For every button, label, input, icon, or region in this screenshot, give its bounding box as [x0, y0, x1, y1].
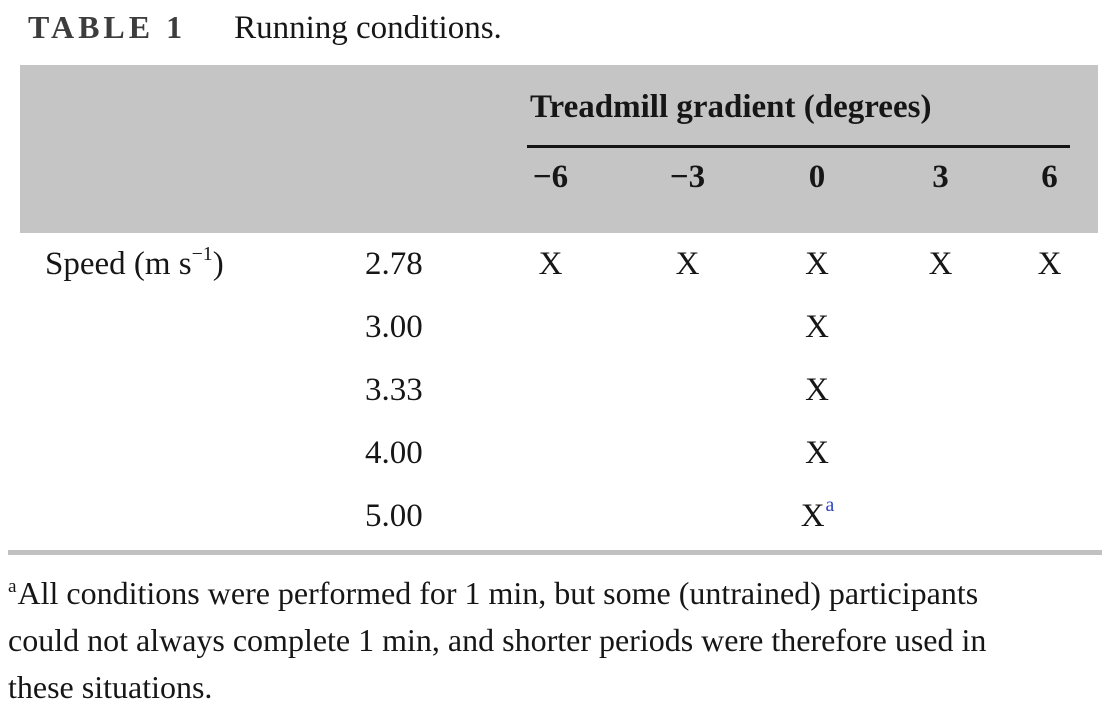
table-number-label: TABLE 1 — [28, 9, 187, 45]
table-row: 4.00 X — [20, 422, 1098, 485]
group-header-label: Treadmill gradient (degrees) — [530, 89, 932, 125]
table-row: 5.00 Xa — [20, 485, 1098, 548]
condition-mark: X — [805, 246, 829, 282]
group-header-row: Treadmill gradient (degrees) — [20, 65, 1098, 148]
gradient-col-header: −6 — [532, 158, 569, 195]
footnote-marker: a — [8, 576, 17, 598]
condition-mark: X — [805, 435, 829, 471]
table-row: 3.00 X — [20, 296, 1098, 359]
footnote-line: aAll conditions were performed for 1 min… — [8, 570, 1106, 617]
condition-mark: Xa — [800, 494, 835, 534]
table-row: Speed (m s−1) 2.78 X X X X X — [20, 233, 1098, 296]
table-row: 3.33 X — [20, 359, 1098, 422]
speed-value: 3.33 — [365, 372, 423, 408]
running-conditions-table: Treadmill gradient (degrees) −6 −3 0 3 6 Spe… — [20, 65, 1098, 548]
table-bottom-rule — [8, 550, 1102, 555]
table-footnote: aAll conditions were performed for 1 min… — [8, 570, 1106, 711]
gradient-columns-row: −6 −3 0 3 6 — [20, 148, 1098, 206]
condition-mark: X — [805, 372, 829, 408]
condition-mark: X — [928, 246, 953, 282]
speed-value: 2.78 — [365, 246, 423, 282]
gradient-col-header: 6 — [1041, 158, 1058, 195]
footnote-line: could not always complete 1 min, and sho… — [8, 622, 987, 658]
condition-mark: X — [805, 309, 829, 345]
table-caption: Running conditions. — [234, 10, 502, 46]
table-title: TABLE 1 Running conditions. — [28, 6, 502, 55]
exponent-superscript: −1 — [191, 243, 213, 265]
speed-value: 4.00 — [365, 435, 423, 471]
group-header-rule — [527, 145, 1070, 148]
gradient-col-header: −3 — [669, 158, 706, 195]
condition-mark: X — [538, 246, 563, 282]
footnote-ref[interactable]: a — [825, 494, 835, 516]
footnote-line-text: All conditions were performed for 1 min,… — [17, 575, 979, 611]
condition-mark: X — [675, 246, 700, 282]
row-header-speed: Speed (m s−1) — [45, 243, 224, 282]
table-body: Speed (m s−1) 2.78 X X X X X 3.00 X 3.33 X 4.00 X 5.0… — [20, 233, 1098, 548]
gradient-col-header: 3 — [932, 158, 949, 195]
group-header-cell: Treadmill gradient (degrees) — [480, 65, 1098, 148]
speed-value: 3.00 — [365, 309, 423, 345]
speed-value: 5.00 — [365, 498, 423, 534]
gradient-col-header: 0 — [808, 158, 826, 195]
condition-mark: X — [1037, 246, 1062, 282]
table-header: Treadmill gradient (degrees) −6 −3 0 3 6 — [20, 65, 1098, 233]
footnote-line: these situations. — [8, 669, 213, 705]
